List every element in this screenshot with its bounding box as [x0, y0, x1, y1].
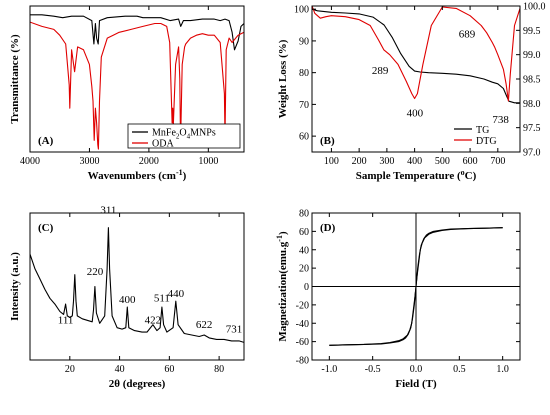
panel-d: -1.0 -0.5 0.0 0.5 1.0 -80 -60 -40 -20 0 20 40 60 80 Fi…: [275, 209, 521, 390]
x-tick-label: 0.0: [410, 364, 423, 375]
y-axis-title: Magnetization(emu.g-1): [275, 231, 289, 342]
peak-annotation: 289: [372, 65, 389, 77]
x-tick-label: 2000: [139, 156, 159, 167]
x-tick-label: 40: [115, 364, 125, 375]
y2-tick-label: 97.0: [523, 148, 541, 159]
x-tick-label: 300: [379, 156, 394, 167]
y-tick-label: 40: [299, 245, 309, 256]
y-tick-label: 60: [299, 132, 309, 143]
y-tick-label: 90: [299, 36, 309, 47]
peak-label: 400: [119, 294, 136, 306]
x-tick-label: 500: [435, 156, 450, 167]
peak-label: 440: [168, 288, 185, 300]
x-tick-label: 20: [65, 364, 75, 375]
panel-c: 20 40 60 80 2θ (degrees) Intensity (a.u.) (C) 1…: [9, 204, 245, 390]
peak-label: 511: [154, 293, 170, 305]
legend-entry: DTG: [476, 136, 497, 147]
y2-tick-label: 100.0: [523, 2, 546, 13]
peak-label: 111: [58, 315, 74, 327]
panel-label: (B): [320, 135, 335, 147]
y-tick-label: 60: [299, 227, 309, 238]
series-line-d-2: [329, 227, 503, 346]
y-tick-label: -80: [296, 356, 309, 367]
y2-tick-label: 98.0: [523, 99, 541, 110]
x-tick-label: -1.0: [321, 364, 337, 375]
plot-frame: [29, 212, 245, 361]
panel-b: 100 200 300 400 500 600 700 60 70 80 90 100 97.0 97.5…: [277, 2, 546, 183]
x-tick-label: -0.5: [365, 364, 381, 375]
x-tick-label: 400: [407, 156, 422, 167]
x-axis-title: Field (T): [395, 378, 437, 390]
y-tick-label: 20: [299, 264, 309, 275]
y-tick-label: 70: [299, 100, 309, 111]
x-tick-label: 1.0: [496, 364, 509, 375]
x-axis-title: 2θ (degrees): [109, 378, 166, 390]
y2-tick-label: 99.5: [523, 26, 541, 37]
x-tick-label: 80: [214, 364, 224, 375]
x-tick-label: 60: [164, 364, 174, 375]
x-tick-label: 600: [463, 156, 478, 167]
y2-tick-label: 97.5: [523, 123, 541, 134]
x-axis-title: Sample Temperature (oC): [356, 168, 477, 182]
y2-tick-label: 98.5: [523, 75, 541, 86]
panel-label: (C): [38, 222, 54, 234]
peak-annotation: 400: [407, 107, 424, 119]
series-line-a-2: [30, 21, 244, 150]
y-tick-label: 100: [294, 5, 309, 16]
series-line-c-1: [30, 227, 244, 343]
legend-entry: MnFe2O4MNPs: [152, 128, 216, 141]
peak-label: 622: [196, 319, 213, 331]
series-line-b-1: [312, 8, 520, 104]
peak-label: 731: [226, 323, 243, 335]
y-axis-title: Weight Loss (%): [277, 39, 289, 118]
x-tick-label: 700: [490, 156, 505, 167]
legend-box: [127, 123, 241, 149]
plot-frame: [29, 5, 245, 153]
x-tick-label: 3000: [79, 156, 99, 167]
x-axis-title: Wavenumbers (cm-1): [88, 168, 187, 182]
x-tick-label: 200: [352, 156, 367, 167]
x-tick-label: 0.5: [453, 364, 466, 375]
x-tick-label: 1000: [198, 156, 218, 167]
peak-label: 422: [145, 315, 162, 327]
series-line-b-2: [312, 6, 520, 102]
legend-entry: ODA: [152, 139, 174, 150]
x-tick-label: 100: [324, 156, 339, 167]
y-tick-label: -20: [296, 300, 309, 311]
series-line-a-1: [30, 14, 244, 51]
y-tick-label: -40: [296, 319, 309, 330]
y-tick-label: -60: [296, 337, 309, 348]
panel-label: (D): [320, 222, 336, 234]
legend-entry: TG: [476, 125, 489, 136]
peak-label: 220: [87, 266, 104, 278]
y2-tick-label: 99.0: [523, 50, 541, 61]
panel-label: (A): [38, 135, 54, 147]
panel-a: 4000 3000 2000 1000 Wavenumbers (cm-1) Transm…: [9, 5, 245, 182]
y-axis-title: Intensity (a.u.): [9, 252, 21, 321]
x-tick-label: 4000: [20, 156, 40, 167]
y-axis-title: Transmittance (%): [9, 34, 21, 124]
peak-label: 311: [100, 204, 116, 216]
y-tick-label: 80: [299, 68, 309, 79]
peak-annotation: 738: [492, 114, 509, 126]
y-tick-label: 80: [299, 209, 309, 220]
y-tick-label: 0: [304, 282, 309, 293]
peak-annotation: 689: [459, 28, 476, 40]
